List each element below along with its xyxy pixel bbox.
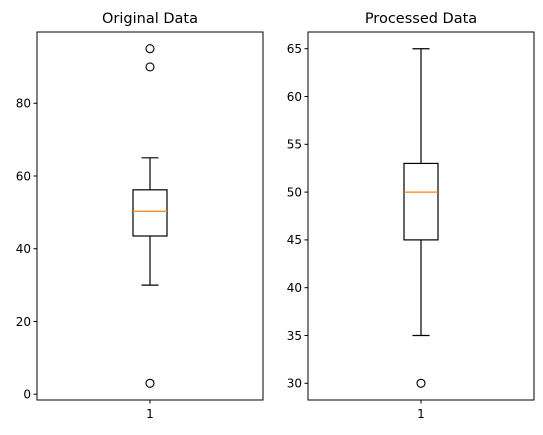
box [403, 162, 439, 241]
y-tick-label: 20 [16, 315, 31, 329]
subplot-original: Original Data 0 20 40 60 80 1 [16, 11, 264, 421]
subplot-processed: Processed Data 30 35 40 45 50 55 60 65 1 [287, 11, 535, 421]
y-tick-label: 40 [287, 281, 302, 295]
y-tick-label: 35 [287, 329, 302, 343]
x-tick-label: 1 [146, 407, 154, 421]
y-tick-label: 80 [16, 97, 31, 111]
y-tick-label: 40 [16, 242, 31, 256]
outlier-point [145, 44, 155, 54]
y-tick-label: 45 [287, 233, 302, 247]
y-tick-label: 65 [287, 42, 302, 56]
outlier-point [416, 378, 426, 388]
chart-title: Processed Data [365, 11, 477, 27]
y-tick-label: 55 [287, 138, 302, 152]
y-tick-label: 50 [287, 185, 302, 199]
y-tick-label: 60 [287, 90, 302, 104]
outlier-point [145, 62, 155, 72]
y-tick-label: 30 [287, 377, 302, 391]
box [132, 189, 168, 237]
y-tick-label: 0 [23, 387, 31, 401]
outlier-point [145, 378, 155, 388]
x-tick-label: 1 [417, 407, 425, 421]
chart-title: Original Data [102, 11, 198, 27]
plot-area [36, 31, 264, 401]
y-tick-label: 60 [16, 169, 31, 183]
